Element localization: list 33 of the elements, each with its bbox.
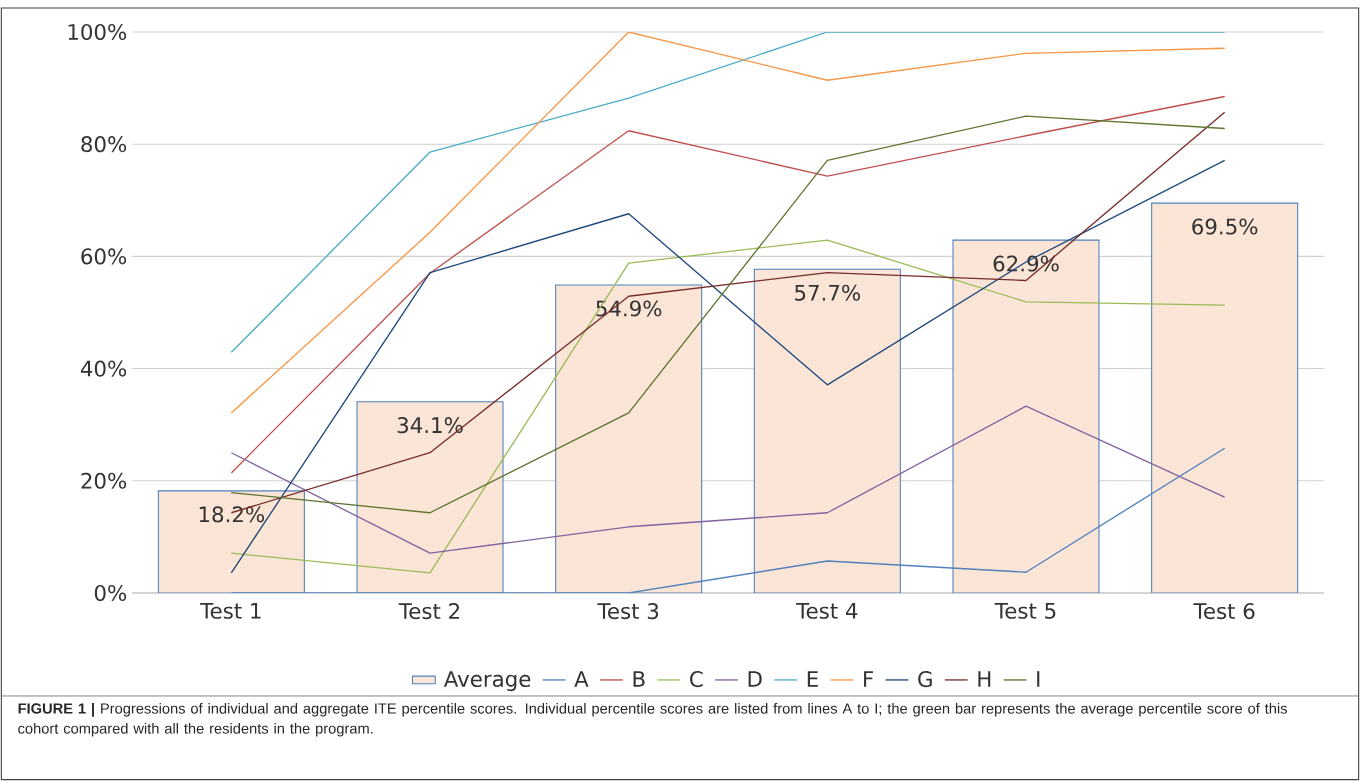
x-tick-label: Test 6 [1193, 603, 1255, 620]
legend-label: E [807, 671, 818, 687]
bar [1151, 202, 1299, 593]
legend-label: G [918, 671, 932, 688]
y-tick-label: 20% [81, 472, 127, 489]
legend-label: B [633, 671, 645, 687]
y-tick-label: 40% [80, 360, 127, 377]
data-label: 57.7% [795, 284, 861, 301]
x-tick-label: Test 3 [597, 603, 659, 620]
text: FIGURE 1 | Progressions of individual and aggregate ITE percentile scores. Individual percentile scores are listed from lines A to I; the green bar represents the average percentile score of this cohort compared with all the residents in the program. [18, 702, 1287, 737]
bar [356, 401, 504, 593]
x-tick-label: Test 1 [200, 603, 261, 619]
data-label: 69.5% [1192, 218, 1258, 235]
bar [157, 490, 305, 593]
legend-label: Average [443, 671, 531, 692]
bar [952, 239, 1100, 593]
bar [753, 268, 901, 593]
legend-label: C [690, 671, 703, 688]
bar [555, 284, 703, 593]
legend-label: A [574, 671, 589, 687]
y-tick-label: 100% [68, 23, 127, 41]
x-tick-label: Test 2 [398, 603, 460, 620]
data-label: 18.2% [199, 506, 265, 523]
y-tick-label: 80% [81, 136, 127, 153]
y-tick-label: 0% [94, 584, 127, 602]
legend-label: I [1037, 671, 1040, 687]
y-tick-label: 60% [81, 248, 127, 265]
legend-label: D [748, 671, 762, 687]
data-label: 34.1% [397, 417, 463, 434]
x-tick-label: Test 4 [796, 603, 858, 619]
legend-label: F [864, 671, 873, 687]
x-tick-label: Test 5 [994, 603, 1056, 619]
legend-label: H [978, 671, 991, 687]
